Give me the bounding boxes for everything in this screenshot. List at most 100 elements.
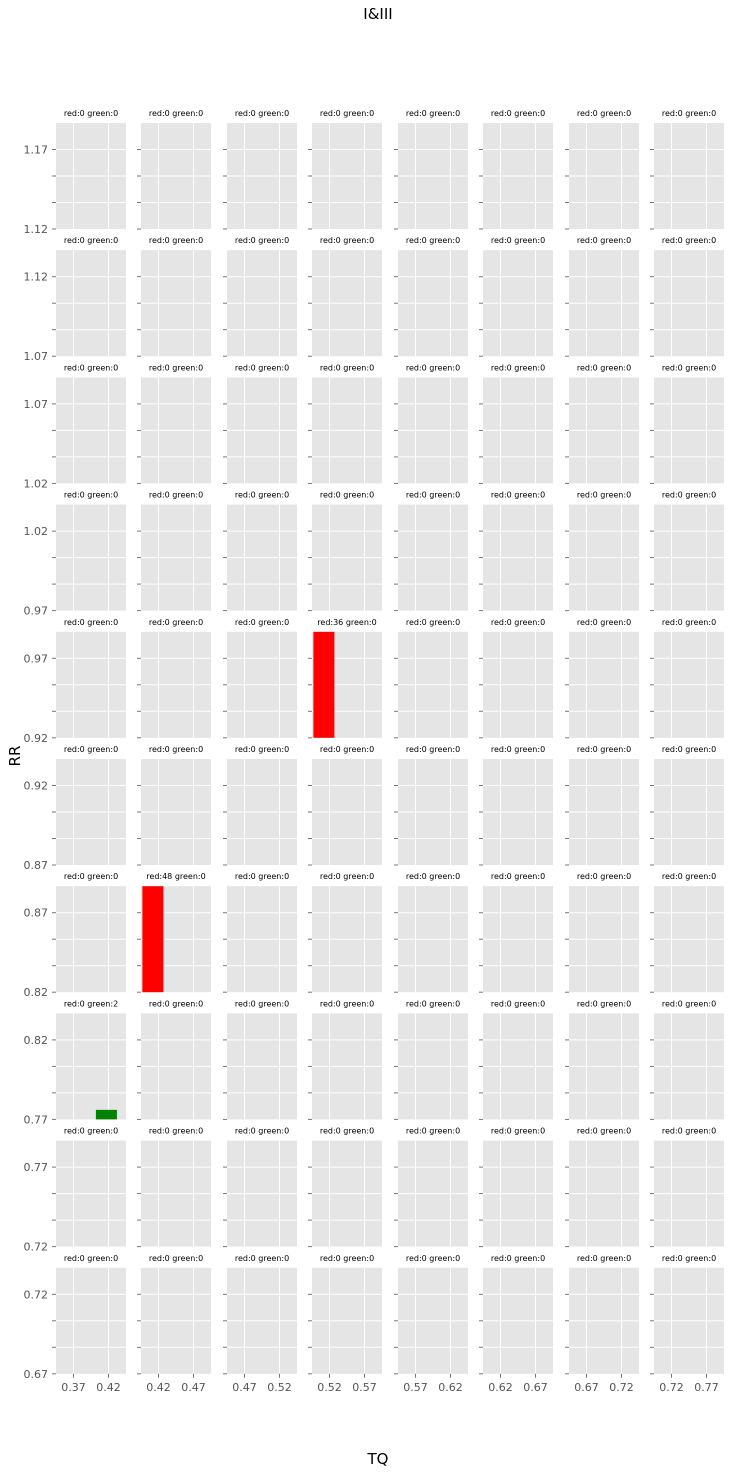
facet-panel: red:0 green:0: [650, 872, 724, 993]
panel-title: red:0 green:0: [662, 491, 716, 500]
panel-title: red:0 green:0: [577, 1127, 631, 1136]
panel-title: red:0 green:0: [491, 1127, 545, 1136]
panel-title: red:0 green:0: [662, 1127, 716, 1136]
panel-title: red:0 green:2: [64, 999, 118, 1008]
panel-title: red:0 green:0: [662, 236, 716, 245]
panel-title: red:0 green:0: [149, 618, 203, 627]
facet-panel: red:0 green:0: [308, 236, 382, 357]
facet-panel: red:0 green:0: [479, 109, 553, 230]
panel-title: red:0 green:0: [406, 109, 460, 118]
panel-title: red:0 green:0: [577, 745, 631, 754]
facet-panel: red:0 green:0: [137, 999, 211, 1120]
facet-panel: red:0 green:0: [650, 236, 724, 357]
panel-title: red:0 green:0: [149, 363, 203, 372]
facet-panel: red:0 green:0 0.47 0.52: [223, 1254, 297, 1394]
facet-panel: red:0 green:0: [565, 491, 639, 612]
x-tick-label: 0.67: [574, 1381, 599, 1394]
y-tick-label: 1.12: [24, 223, 49, 236]
panel-title: red:0 green:0: [149, 745, 203, 754]
panel-title: red:0 green:0: [406, 491, 460, 500]
facet-panel: red:0 green:0 0.67 0.72: [565, 1254, 639, 1394]
facet-panel: red:0 green:0: [223, 872, 297, 993]
x-tick-label: 0.37: [61, 1381, 86, 1394]
facet-panel: red:0 green:0: [223, 618, 297, 739]
panel-title: red:0 green:0: [662, 872, 716, 881]
y-tick-label: 0.97: [24, 605, 49, 618]
facet-panel: red:0 green:0: [137, 618, 211, 739]
facet-panel: red:0 green:0: [650, 618, 724, 739]
panel-title: red:0 green:0: [491, 491, 545, 500]
panel-title: red:0 green:0: [662, 618, 716, 627]
panel-title: red:0 green:0: [149, 1254, 203, 1263]
y-tick-label: 0.77: [24, 1161, 49, 1174]
facet-panel: red:0 green:0: [137, 1127, 211, 1248]
panel-title: red:0 green:0: [320, 872, 374, 881]
panel-title: red:0 green:0: [235, 999, 289, 1008]
facet-panel: red:0 green:0 0.42 0.47: [137, 1254, 211, 1394]
facet-panel: red:0 green:0: [394, 999, 468, 1120]
x-tick-label: 0.62: [438, 1381, 463, 1394]
facet-panel: red:0 green:0: [565, 363, 639, 484]
panel-title: red:0 green:0: [577, 363, 631, 372]
facet-panel: red:0 green:0: [650, 745, 724, 866]
facet-panel: red:0 green:0: [479, 872, 553, 993]
panel-title: red:0 green:0: [491, 109, 545, 118]
panel-title: red:0 green:0: [235, 745, 289, 754]
panel-title: red:0 green:0: [491, 236, 545, 245]
x-tick-label: 0.42: [146, 1381, 171, 1394]
panel-title: red:0 green:0: [406, 745, 460, 754]
facet-panel: red:0 green:0: [394, 491, 468, 612]
y-tick-label: 0.97: [24, 652, 49, 665]
panel-title: red:48 green:0: [146, 872, 205, 881]
facet-panel: red:0 green:0 1.07 1.02: [24, 363, 126, 490]
facet-panel: red:0 green:0: [137, 491, 211, 612]
panel-title: red:0 green:0: [406, 872, 460, 881]
panel-title: red:0 green:0: [491, 618, 545, 627]
panel-title: red:0 green:0: [64, 491, 118, 500]
panel-title: red:0 green:0: [64, 618, 118, 627]
panel-title: red:0 green:0: [235, 491, 289, 500]
facet-panel: red:0 green:0: [223, 745, 297, 866]
facet-panel: red:0 green:0: [223, 363, 297, 484]
panel-title: red:0 green:0: [320, 999, 374, 1008]
panel-title: red:0 green:0: [64, 745, 118, 754]
bar-red: [142, 886, 164, 993]
facet-panel: red:0 green:0: [394, 745, 468, 866]
facet-panel: red:0 green:0: [479, 363, 553, 484]
x-tick-label: 0.42: [96, 1381, 121, 1394]
facet-panel: red:0 green:0: [650, 109, 724, 230]
facet-panel: red:0 green:0: [394, 1127, 468, 1248]
panel-title: red:0 green:0: [64, 1254, 118, 1263]
facet-panel: red:0 green:0: [565, 872, 639, 993]
panel-title: red:0 green:0: [491, 872, 545, 881]
facet-panel: red:0 green:0: [308, 745, 382, 866]
panel-title: red:0 green:0: [491, 363, 545, 372]
panel-title: red:0 green:0: [64, 363, 118, 372]
panel-title: red:0 green:0: [577, 872, 631, 881]
panel-title: red:0 green:0: [491, 1254, 545, 1263]
y-tick-label: 0.87: [24, 859, 49, 872]
panel-title: red:0 green:0: [577, 999, 631, 1008]
x-tick-label: 0.47: [232, 1381, 257, 1394]
facet-panel: red:0 green:0: [565, 745, 639, 866]
y-tick-label: 1.12: [24, 271, 49, 284]
x-tick-label: 0.52: [317, 1381, 342, 1394]
x-tick-label: 0.72: [659, 1381, 684, 1394]
panel-title: red:0 green:0: [235, 1254, 289, 1263]
x-tick-label: 0.67: [523, 1381, 548, 1394]
facet-panel: red:0 green:0: [565, 999, 639, 1120]
panel-title: red:0 green:0: [149, 109, 203, 118]
figure-title: I&III: [363, 5, 392, 23]
facet-panel: red:0 green:0 0.97 0.92: [24, 618, 126, 745]
facet-panel: red:0 green:0 0.37 0.42 0.72 0.67: [24, 1254, 126, 1394]
panel-title: red:0 green:0: [235, 363, 289, 372]
facet-panel: red:0 green:0: [479, 1127, 553, 1248]
panel-title: red:0 green:0: [149, 491, 203, 500]
panel-title: red:0 green:0: [577, 236, 631, 245]
panel-title: red:0 green:0: [64, 109, 118, 118]
x-tick-label: 0.47: [181, 1381, 206, 1394]
facet-panel: red:0 green:0 1.02 0.97: [24, 491, 126, 618]
facet-panel: red:0 green:0: [565, 1127, 639, 1248]
